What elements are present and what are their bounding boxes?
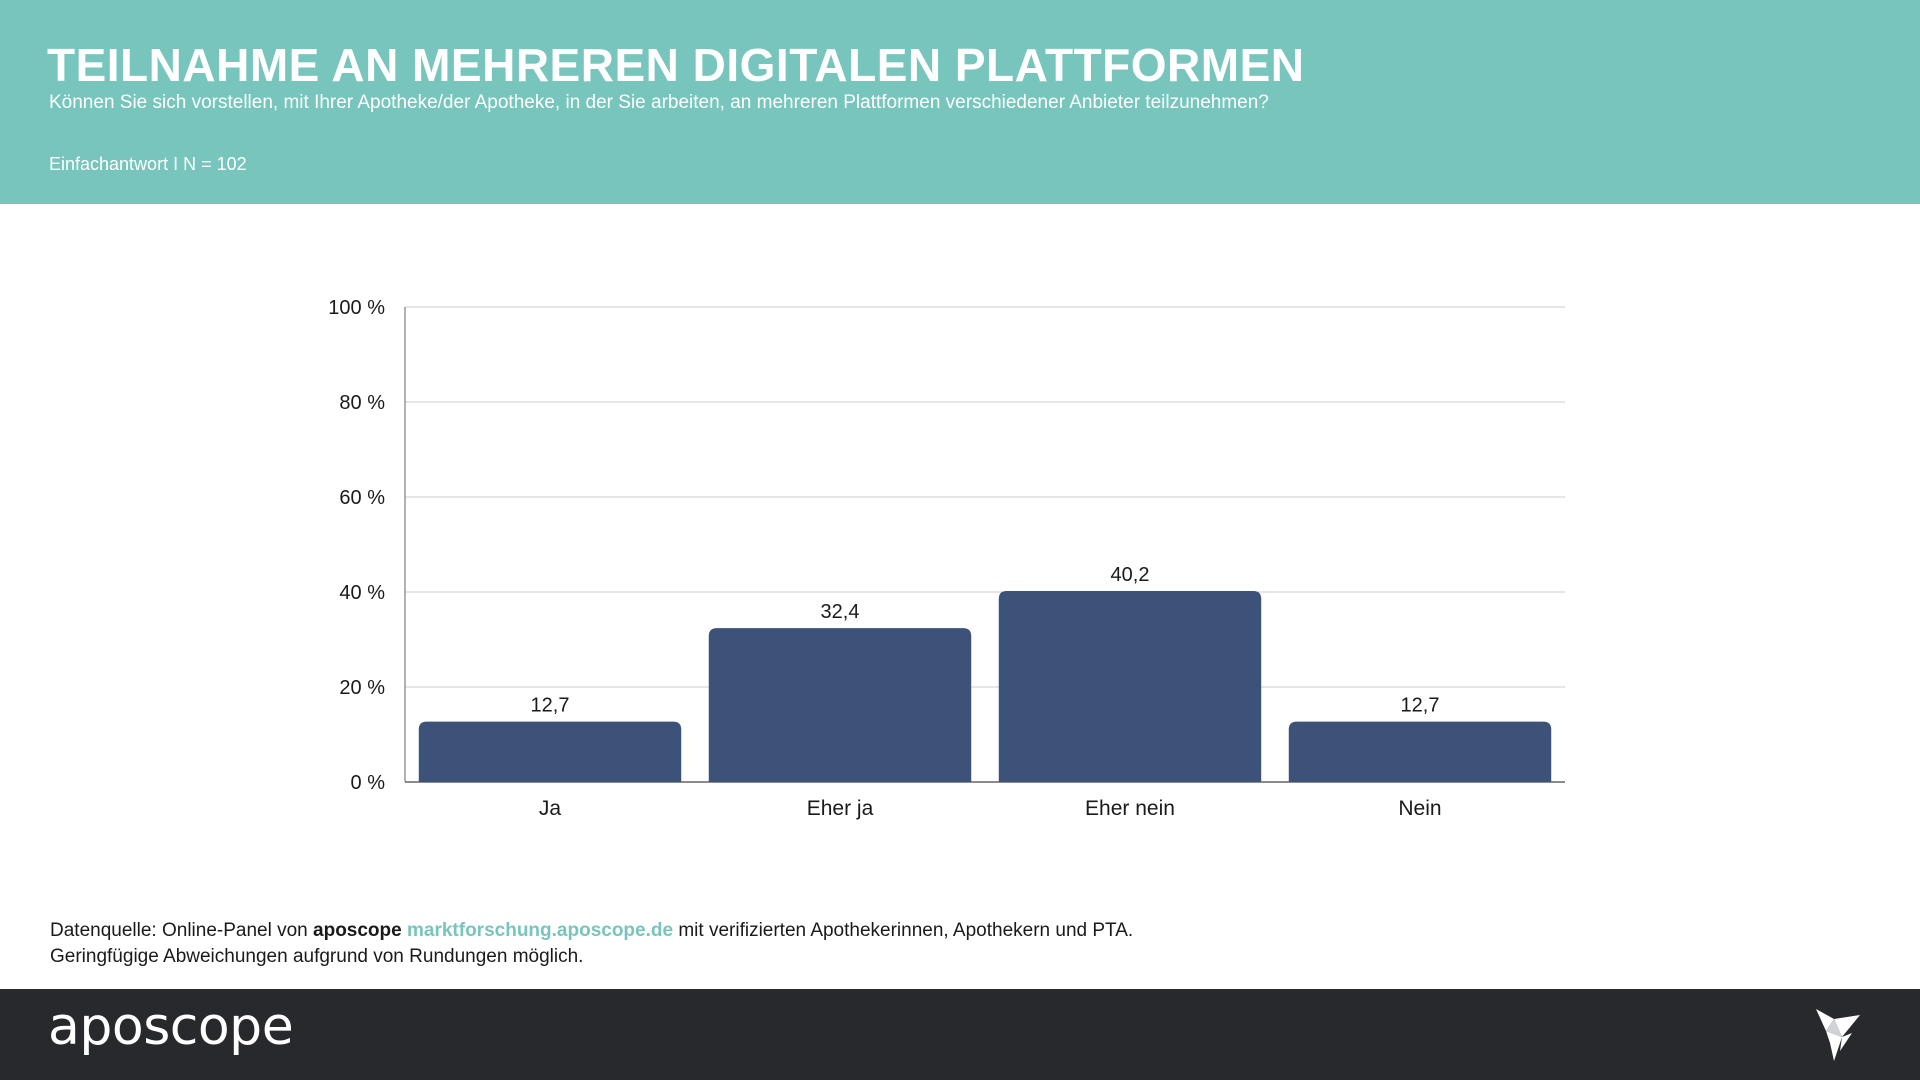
y-tick-label: 20 % (339, 677, 385, 699)
question-text: Können Sie sich vorstellen, mit Ihrer Ap… (49, 92, 1269, 113)
y-tick-label: 60 % (339, 487, 385, 509)
y-tick-label: 100 % (328, 297, 385, 319)
data-label: 12,7 (531, 695, 570, 717)
source-line-2: Geringfügige Abweichungen aufgrund von R… (50, 946, 584, 967)
bar (418, 721, 682, 782)
source-suffix: mit verifizierten Apothekerinnen, Apothe… (673, 920, 1134, 941)
header: TEILNAHME AN MEHREREN DIGITALEN PLATTFOR… (0, 0, 1920, 204)
sample-note: Einfachantwort I N = 102 (49, 154, 247, 174)
source-note: Datenquelle: Online-Panel von aposcope m… (50, 918, 1133, 970)
bar (998, 591, 1262, 782)
x-tick-label: Nein (1398, 797, 1441, 820)
x-tick-label: Ja (539, 797, 562, 820)
origami-bird-icon (1816, 1009, 1860, 1061)
source-prefix: Datenquelle: Online-Panel von (50, 920, 314, 941)
source-link[interactable]: marktforschung.aposcope.de (407, 920, 674, 941)
bar-chart: 0 % 20 % 40 % 60 % 80 % 100 % 12,7 Ja 32,4 Eher j… (328, 297, 1565, 820)
source-line-1: Datenquelle: Online-Panel von aposcope m… (50, 918, 1133, 944)
x-tick-label: Eher ja (807, 797, 874, 820)
y-tick-label: 0 % (351, 772, 386, 794)
source-brand: aposcope (313, 920, 402, 941)
x-tick-label: Eher nein (1085, 797, 1175, 820)
y-tick-label: 80 % (339, 392, 385, 414)
page-title: TEILNAHME AN MEHREREN DIGITALEN PLATTFOR… (47, 39, 1305, 91)
bar (708, 628, 972, 782)
data-label: 40,2 (1111, 564, 1150, 586)
data-label: 32,4 (821, 601, 860, 623)
data-label: 12,7 (1401, 695, 1440, 717)
footer: aposcope (0, 989, 1920, 1080)
bar (1288, 721, 1552, 782)
y-tick-label: 40 % (339, 582, 385, 604)
aposcope-logo: aposcope (48, 997, 294, 1057)
